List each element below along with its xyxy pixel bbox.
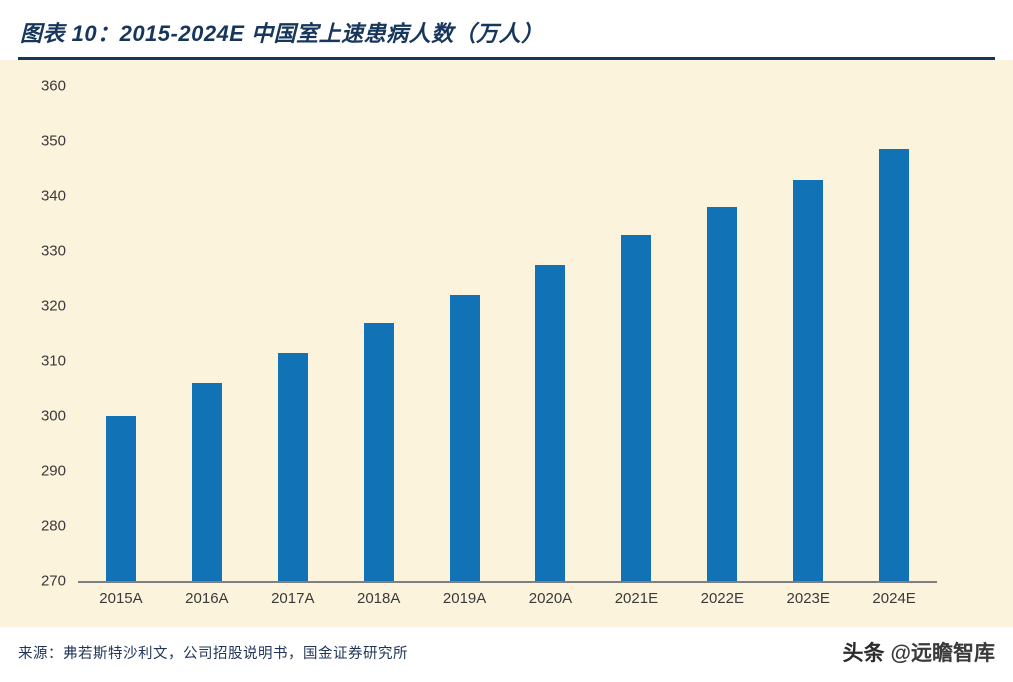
x-tick-label: 2019A — [442, 590, 487, 607]
bar-column: 2017A — [250, 86, 336, 607]
bar-column: 2021E — [593, 86, 679, 607]
x-tick-label: 2022E — [700, 590, 744, 607]
bar — [105, 416, 136, 581]
y-axis: 270 280 290 300 310 320 330 340 350 360 — [0, 79, 78, 589]
bar-column: 2019A — [422, 86, 508, 607]
y-tick-label: 350 — [40, 132, 66, 150]
y-tick-label: 300 — [40, 407, 66, 425]
x-tick-label: 2020A — [528, 590, 573, 607]
watermark-handle: @远瞻智库 — [890, 642, 995, 665]
bar — [277, 352, 308, 581]
chart-title: 图表 10：2015-2024E 中国室上速患病人数（万人） — [20, 21, 544, 46]
x-tick-label: 2023E — [786, 590, 830, 607]
bar — [879, 149, 910, 581]
y-tick-label: 280 — [40, 517, 66, 535]
watermark: 头条 @远瞻智库 — [843, 637, 995, 667]
y-tick-label: 290 — [40, 462, 66, 480]
bar — [535, 264, 566, 581]
bar — [449, 295, 480, 581]
x-tick-label: 2015A — [99, 590, 143, 607]
chart-panel: 270 280 290 300 310 320 330 340 350 360 2015A 2016… — [0, 60, 1013, 627]
bar-column: 2024E — [851, 86, 937, 607]
bar-column: 2015A — [78, 86, 164, 607]
plot-area: 2015A 2016A 2017A 2018A 2019A 2020A 2021E 2022E… — [78, 86, 937, 607]
bar — [191, 383, 222, 581]
y-tick-label: 330 — [40, 242, 66, 260]
bar — [363, 322, 394, 581]
y-tick-label: 320 — [40, 297, 66, 315]
bars: 2015A 2016A 2017A 2018A 2019A 2020A 2021E 2022E… — [78, 86, 937, 607]
x-tick-label: 2017A — [271, 590, 315, 607]
bar-column: 2022E — [679, 86, 765, 607]
bar-column: 2016A — [164, 86, 250, 607]
bar-column: 2023E — [765, 86, 851, 607]
x-tick-label: 2021E — [614, 590, 659, 607]
footer: 来源：弗若斯特沙利文，公司招股说明书，国金证券研究所 头条 @远瞻智库 — [0, 627, 1013, 667]
x-tick-label: 2018A — [356, 590, 401, 607]
bar — [707, 207, 738, 581]
x-tick-label: 2016A — [185, 590, 229, 607]
bar-column: 2020A — [508, 86, 594, 607]
bar-column: 2018A — [336, 86, 422, 607]
y-tick-label: 270 — [40, 572, 66, 590]
source-text: 来源：弗若斯特沙利文，公司招股说明书，国金证券研究所 — [18, 645, 408, 662]
watermark-brand: 头条 — [842, 642, 885, 665]
x-tick-label: 2024E — [872, 590, 916, 607]
y-tick-label: 360 — [40, 77, 66, 95]
bar — [793, 179, 824, 581]
y-tick-label: 340 — [40, 187, 66, 205]
chart-header: 图表 10：2015-2024E 中国室上速患病人数（万人） — [18, 0, 995, 60]
bar — [621, 234, 652, 581]
y-tick-label: 310 — [40, 352, 66, 370]
bar-chart: 270 280 290 300 310 320 330 340 350 360 2015A 2016… — [0, 79, 1013, 607]
